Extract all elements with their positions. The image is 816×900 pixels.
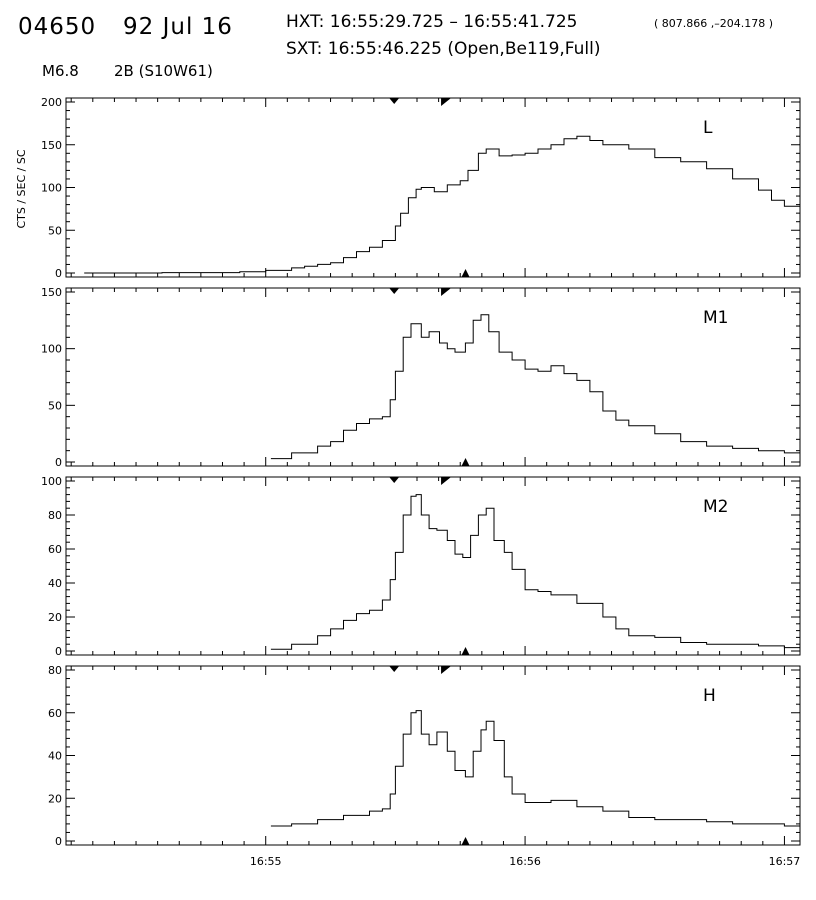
y-tick-label: 40 bbox=[48, 750, 62, 763]
panel-label-l: L bbox=[703, 118, 713, 138]
hxt-window-marker bbox=[389, 666, 400, 672]
y-tick-label: 80 bbox=[48, 664, 62, 677]
y-tick-label: 0 bbox=[55, 835, 62, 848]
hxt-window-marker bbox=[389, 98, 400, 104]
sxt-time-marker bbox=[461, 837, 470, 845]
event-id: 04650 bbox=[18, 14, 97, 40]
y-tick-label: 150 bbox=[41, 286, 62, 299]
sxt-time-marker bbox=[461, 269, 470, 277]
optical-class: 2B (S10W61) bbox=[114, 62, 213, 80]
event-date: 92 Jul 16 bbox=[123, 14, 233, 40]
y-tick-label: 80 bbox=[48, 509, 62, 522]
y-tick-label: 200 bbox=[41, 96, 62, 109]
y-tick-label: 100 bbox=[41, 475, 62, 488]
panel-frame bbox=[65, 476, 801, 656]
flare-class: M6.8 bbox=[42, 62, 79, 80]
x-tick-label: 16:55 bbox=[250, 855, 282, 868]
hxt-window-marker bbox=[441, 98, 452, 106]
y-tick-label: 100 bbox=[41, 182, 62, 195]
y-tick-label: 100 bbox=[41, 343, 62, 356]
series-line-m2 bbox=[270, 494, 800, 650]
panel-frame bbox=[65, 665, 801, 846]
series-line-m1 bbox=[270, 314, 801, 460]
x-tick-label: 16:56 bbox=[509, 855, 541, 868]
panel-frame bbox=[65, 287, 801, 467]
panel-label-m2: M2 bbox=[703, 497, 728, 517]
hxt-window-marker bbox=[441, 666, 452, 674]
sxt-time-marker bbox=[461, 647, 470, 655]
y-tick-label: 0 bbox=[55, 267, 62, 280]
panel-label-m1: M1 bbox=[703, 308, 728, 328]
y-tick-label: 40 bbox=[48, 577, 62, 590]
y-axis-label: CTS / SEC / SC bbox=[15, 149, 28, 228]
series-line-l bbox=[84, 135, 801, 274]
y-tick-label: 0 bbox=[55, 456, 62, 469]
x-tick-label: 16:57 bbox=[769, 855, 801, 868]
panel-label-h: H bbox=[703, 686, 716, 706]
sxt-time: SXT: 16:55:46.225 (Open,Be119,Full) bbox=[286, 39, 601, 59]
hxt-window-marker bbox=[441, 288, 452, 296]
source-coordinates: ( 807.866 ,–204.178 ) bbox=[654, 17, 774, 30]
y-tick-label: 0 bbox=[55, 645, 62, 658]
y-tick-label: 150 bbox=[41, 139, 62, 152]
y-tick-label: 50 bbox=[48, 399, 62, 412]
hxt-window-marker bbox=[389, 288, 400, 294]
y-tick-label: 20 bbox=[48, 611, 62, 624]
series-line-h bbox=[270, 710, 801, 827]
hxt-window-marker bbox=[441, 477, 452, 485]
sxt-time-marker bbox=[461, 458, 470, 466]
hxt-window-marker bbox=[389, 477, 400, 483]
y-tick-label: 50 bbox=[48, 224, 62, 237]
y-tick-label: 60 bbox=[48, 707, 62, 720]
hxt-time-range: HXT: 16:55:29.725 – 16:55:41.725 bbox=[286, 12, 578, 32]
y-tick-label: 60 bbox=[48, 543, 62, 556]
y-tick-label: 20 bbox=[48, 792, 62, 805]
